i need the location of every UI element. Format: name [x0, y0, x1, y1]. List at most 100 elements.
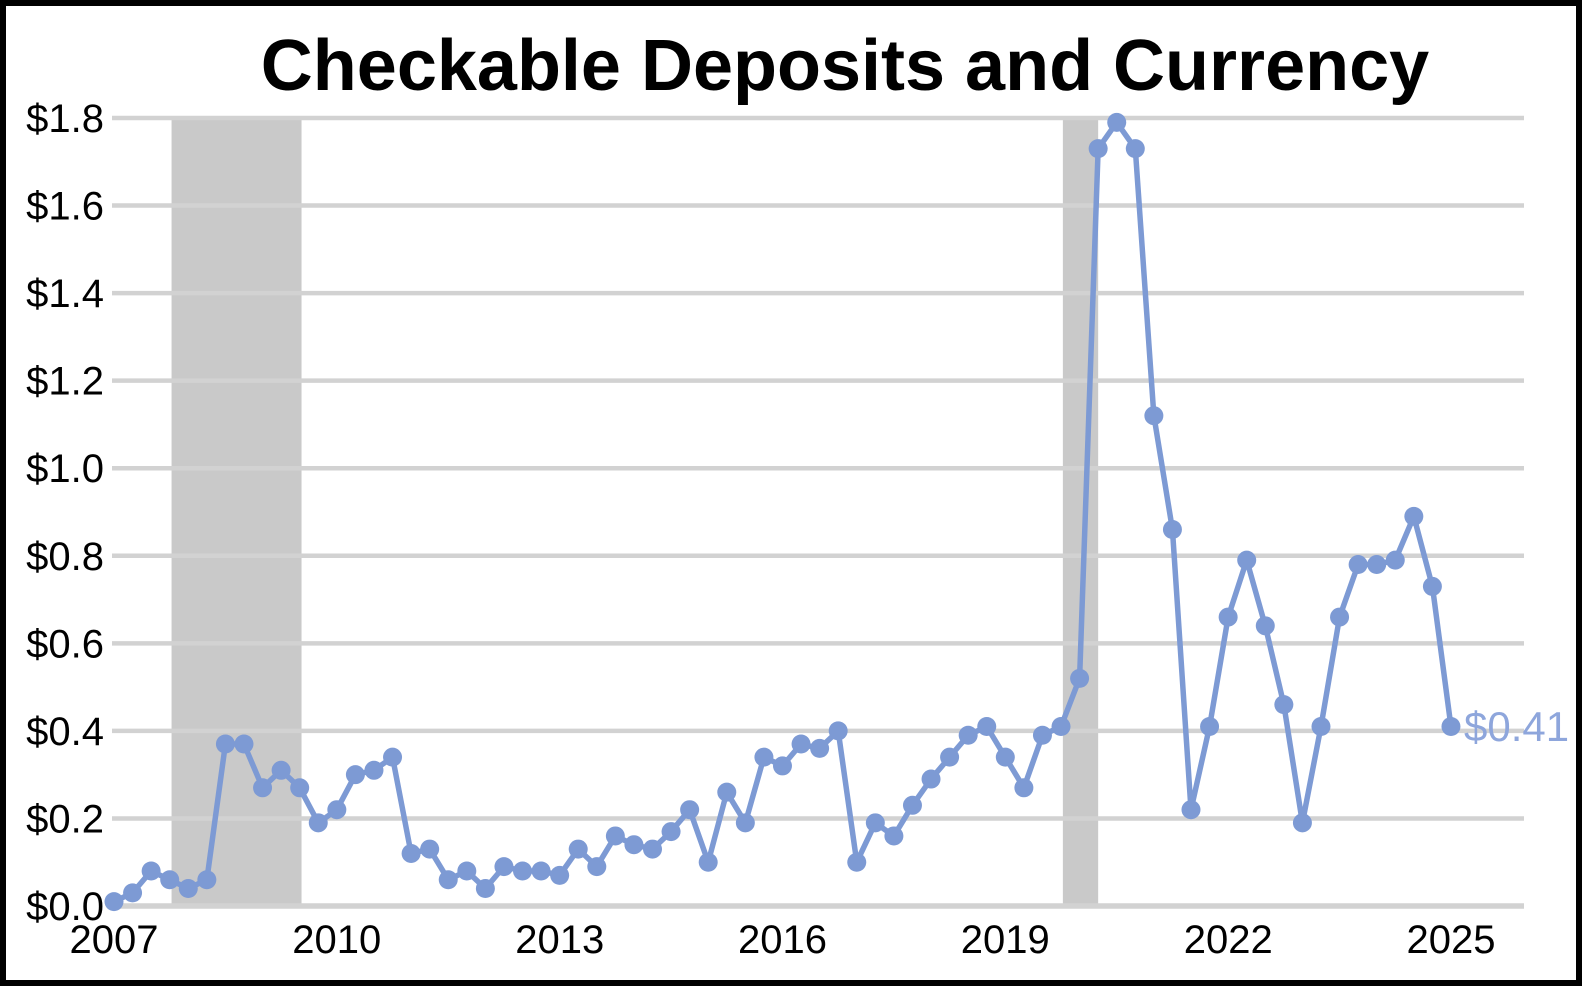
data-point [253, 778, 273, 798]
x-axis-labels: 2007 2010 2013 2016 2019 2022 2025 [70, 918, 1496, 962]
y-tick-label: $1.6 [26, 185, 104, 229]
data-point [1292, 813, 1312, 833]
data-point [568, 839, 588, 859]
data-point [717, 782, 737, 802]
data-point [940, 747, 960, 767]
data-point [698, 852, 718, 872]
data-point [847, 852, 867, 872]
y-tick-label: $1.0 [26, 447, 104, 491]
data-point [1014, 778, 1034, 798]
last-value-label: $0.41 [1464, 703, 1569, 750]
data-point [605, 826, 625, 846]
y-tick-label: $1.4 [26, 272, 104, 316]
data-point [178, 878, 198, 898]
data-point [1422, 576, 1442, 596]
data-point [902, 795, 922, 815]
data-point [1237, 550, 1257, 570]
data-point [1311, 717, 1331, 737]
data-point [865, 813, 885, 833]
data-point [327, 800, 347, 820]
data-point [345, 765, 365, 785]
data-series [104, 112, 1461, 912]
data-point [884, 826, 904, 846]
data-point [791, 734, 811, 754]
data-point [1088, 139, 1108, 159]
recession-bands [171, 118, 1099, 906]
data-point [1348, 555, 1368, 575]
chart-title: Checkable Deposits and Currency [261, 26, 1429, 106]
data-point [1200, 717, 1220, 737]
x-tick-label: 2010 [292, 918, 381, 962]
data-point [1125, 139, 1145, 159]
data-point [1032, 725, 1052, 745]
y-axis-labels: $0.0 $0.2 $0.4 $0.6 $0.8 $1.0 $1.2 $1.4 … [26, 97, 104, 929]
data-point [197, 870, 217, 890]
data-point [457, 861, 477, 881]
data-point [1070, 668, 1090, 688]
gridlines [112, 115, 1524, 909]
data-point [475, 878, 495, 898]
data-point [1218, 607, 1238, 627]
data-point [977, 717, 997, 737]
data-point [624, 835, 644, 855]
data-point [104, 892, 124, 912]
data-point [550, 865, 570, 885]
y-tick-label: $0.2 [26, 797, 104, 841]
y-tick-label: $0.6 [26, 622, 104, 666]
data-point [680, 800, 700, 820]
data-point [1051, 717, 1071, 737]
data-point [1385, 550, 1405, 570]
y-tick-label: $1.8 [26, 97, 104, 141]
data-point [513, 861, 533, 881]
data-point [1404, 506, 1424, 526]
data-point [1181, 800, 1201, 820]
data-point [1441, 717, 1461, 737]
x-tick-label: 2013 [515, 918, 604, 962]
data-point [308, 813, 328, 833]
data-point [995, 747, 1015, 767]
data-point [810, 738, 830, 758]
data-point [271, 760, 291, 780]
data-point [531, 861, 551, 881]
y-tick-label: $0.0 [26, 885, 104, 929]
data-point [420, 839, 440, 859]
data-point [1330, 607, 1350, 627]
data-point [234, 734, 254, 754]
series-line [111, 119, 1454, 905]
y-tick-label: $1.2 [26, 360, 104, 404]
data-point [215, 734, 235, 754]
x-tick-label: 2025 [1407, 918, 1496, 962]
data-point [772, 756, 792, 776]
x-tick-label: 2007 [70, 918, 159, 962]
data-point [494, 857, 514, 877]
data-point [1367, 555, 1387, 575]
x-tick-label: 2022 [1184, 918, 1273, 962]
data-point [1274, 695, 1294, 715]
data-point [160, 870, 180, 890]
data-point [1162, 520, 1182, 540]
data-point [754, 747, 774, 767]
data-point [921, 769, 941, 789]
data-point [1144, 406, 1164, 426]
data-point [364, 760, 384, 780]
data-point [290, 778, 310, 798]
data-point [828, 721, 848, 741]
data-point [643, 839, 663, 859]
data-point [123, 883, 143, 903]
data-point [661, 822, 681, 842]
y-tick-label: $0.8 [26, 535, 104, 579]
data-point [735, 813, 755, 833]
x-tick-label: 2016 [738, 918, 827, 962]
data-point [587, 857, 607, 877]
data-point [141, 861, 161, 881]
x-tick-label: 2019 [961, 918, 1050, 962]
recession-band [171, 118, 302, 906]
data-point [383, 747, 403, 767]
data-point [1255, 616, 1275, 636]
data-point [1107, 112, 1127, 132]
data-point [958, 725, 978, 745]
data-point [401, 843, 421, 863]
